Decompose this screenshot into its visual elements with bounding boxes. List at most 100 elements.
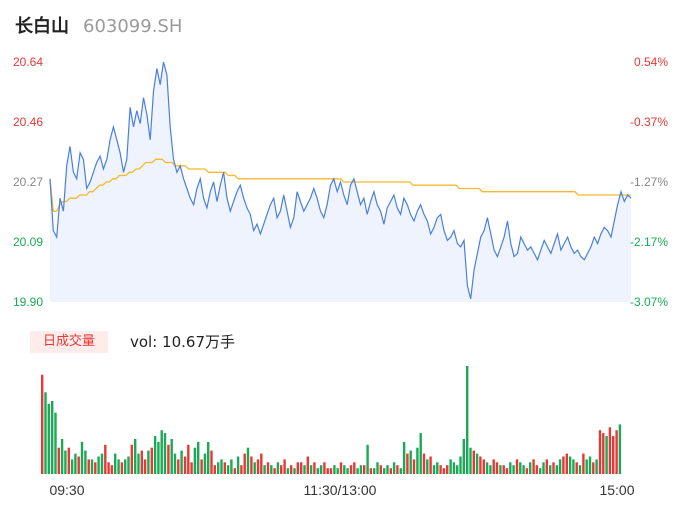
volume-bar [114,453,117,474]
volume-bar [519,462,522,474]
volume-bar [412,459,416,474]
volume-bar [535,465,539,474]
volume-bar [173,453,177,474]
volume-bar [207,441,210,474]
volume-bar [74,453,77,474]
left-tick-label: 20.27 [13,175,43,189]
price-line [49,61,632,299]
volume-bar [485,462,489,474]
volume-bar [316,468,319,474]
volume-bar [220,459,223,474]
volume-bar [296,462,299,474]
volume-bar [402,441,406,474]
volume-bar [94,462,97,474]
volume-bar [306,456,309,474]
volume-bar [120,462,124,474]
volume-bar [170,439,173,474]
right-tick-label: -0.37% [630,115,668,129]
volume-bar [605,436,608,474]
left-tick-label: 20.46 [13,115,43,129]
volume-bar [84,450,87,474]
volume-bar [539,468,542,474]
volume-bar [422,453,426,474]
volume-bar [150,447,153,474]
time-tick-label: 09:30 [49,482,84,498]
time-axis-ticks: 09:30 11:30/13:00 15:00 [49,482,634,498]
volume-bar [339,462,343,474]
volume-bar [392,462,396,474]
volume-bar [479,456,482,474]
volume-bar [107,462,110,474]
left-tick-label: 20.64 [13,55,43,69]
volume-bar [525,468,529,474]
volume-bar [217,462,220,474]
volume-bar [383,468,386,474]
volume-bar [349,465,353,474]
volume-bar [313,462,316,474]
volume-bar [163,433,167,474]
volume-readout: vol: 10.67万手 [130,333,235,351]
volume-bar [240,465,243,474]
volume-bar [505,468,509,474]
volume-bar [276,462,280,474]
volume-bar [236,456,240,474]
volume-bar [210,450,213,474]
volume-bar [147,450,150,474]
volume-bar [333,465,336,474]
volume-bar [558,459,562,474]
volume-bar [336,468,339,474]
volume-bar [389,468,392,474]
volume-bar [183,456,187,474]
volume-bar [356,468,359,474]
volume-bar [127,456,130,474]
volume-bar [177,459,180,474]
daily-volume-tag[interactable]: 日成交量 [30,331,108,353]
volume-bar [595,459,598,474]
volume-bar [542,462,545,474]
volume-bar [602,433,605,474]
volume-bar [197,441,200,474]
average-line-path [49,158,631,212]
volume-bar [396,465,399,474]
volume-bar [386,465,389,474]
volume-bar [67,447,70,474]
left-tick-label: 20.09 [13,235,43,249]
volume-bar [230,459,233,474]
volume-bar [529,462,532,474]
volume-bar [462,439,465,474]
volume-bar [409,450,412,474]
volume-bar [353,462,356,474]
average-price-line [49,158,631,212]
stock-header: 长白山 603099.SH [15,12,182,38]
volume-bar [363,465,366,474]
time-tick-label: 15:00 [599,482,634,498]
volume-bar [545,459,548,474]
right-tick-label: -3.07% [630,295,668,309]
volume-bar [612,436,615,474]
volume-bar [495,462,499,474]
volume-bar [323,462,326,474]
volume-bar [466,366,469,474]
volume-bar [512,465,515,474]
volume-bar [51,401,54,474]
volume-bar [160,430,163,474]
volume-bar [373,468,376,474]
left-tick-label: 19.90 [13,295,43,309]
volume-bars [41,366,622,474]
volume-bar [280,465,283,474]
volume-bar [117,459,120,474]
volume-bar [502,465,505,474]
volume-bar [436,462,439,474]
volume-bar [263,465,266,474]
volume-bar [588,456,592,474]
volume-bar [100,453,104,474]
right-tick-label: 0.54% [634,55,668,69]
price-line-path [49,61,632,299]
volume-bar [399,468,402,474]
volume-bar [552,462,555,474]
volume-bar [509,462,512,474]
volume-bar [469,447,472,474]
volume-bar [376,462,379,474]
volume-bar [143,459,147,474]
